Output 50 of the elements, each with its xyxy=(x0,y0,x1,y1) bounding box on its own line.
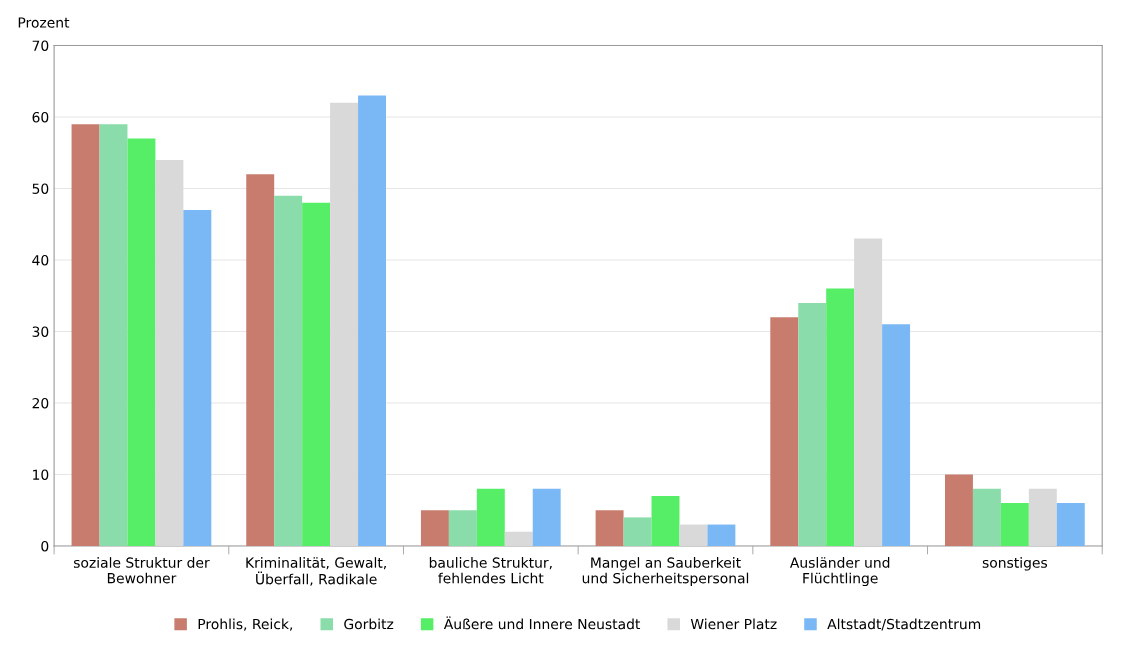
bar xyxy=(826,288,855,546)
bar xyxy=(330,102,359,546)
bar xyxy=(854,238,883,546)
y-tick-label: 20 xyxy=(32,397,49,409)
x-tick-label: Kriminalität, Gewalt, Überfall, Radikale xyxy=(246,557,386,586)
legend-label: Gorbitz xyxy=(344,618,394,630)
bar xyxy=(532,488,561,546)
bar xyxy=(623,517,652,546)
bar xyxy=(127,138,156,546)
bar xyxy=(358,95,386,546)
y-tick-label: 60 xyxy=(32,111,49,123)
y-axis-title: Prozent xyxy=(18,17,70,28)
bar xyxy=(448,510,477,546)
bar xyxy=(1000,503,1029,546)
bar xyxy=(679,524,708,546)
bar xyxy=(882,324,911,546)
legend-label: Äußere und Innere Neustadt xyxy=(443,616,641,630)
x-tick-label: Ausländer und Flüchtlinge xyxy=(789,557,890,587)
y-tick-label: 0 xyxy=(41,540,49,552)
legend-label: Wiener Platz xyxy=(690,618,777,630)
bar xyxy=(770,317,799,546)
x-tick-label: bauliche Struktur, fehlendes Licht xyxy=(429,557,552,584)
bar xyxy=(798,302,827,546)
bar xyxy=(651,495,680,546)
legend-label: Prohlis, Reick, xyxy=(198,618,293,631)
y-tick-label: 10 xyxy=(33,469,49,480)
bar xyxy=(972,488,1001,546)
bar xyxy=(302,202,331,546)
y-tick-label: 50 xyxy=(32,183,49,194)
bar xyxy=(155,159,184,546)
x-tick-label: Mangel an Sauberkeit und Sicherheitspersonal xyxy=(582,557,749,587)
bar xyxy=(183,209,212,546)
x-tick-label: soziale Struktur der Bewohner xyxy=(73,557,210,584)
bar xyxy=(595,510,624,546)
bar xyxy=(274,195,303,546)
bar xyxy=(99,124,128,546)
bar xyxy=(246,174,275,546)
y-tick-label: 40 xyxy=(32,254,49,266)
y-tick-label: 70 xyxy=(32,40,49,51)
y-tick-label: 30 xyxy=(32,326,49,337)
bar xyxy=(1056,503,1085,546)
bar xyxy=(1028,488,1057,546)
bar xyxy=(476,488,505,546)
bar xyxy=(707,524,736,546)
bar xyxy=(944,474,973,546)
bar xyxy=(71,124,100,546)
x-tick-label: sonstiges xyxy=(982,557,1048,571)
legend-label: Altstadt/Stadtzentrum xyxy=(827,618,981,631)
bar xyxy=(420,510,449,546)
bar xyxy=(504,531,533,546)
